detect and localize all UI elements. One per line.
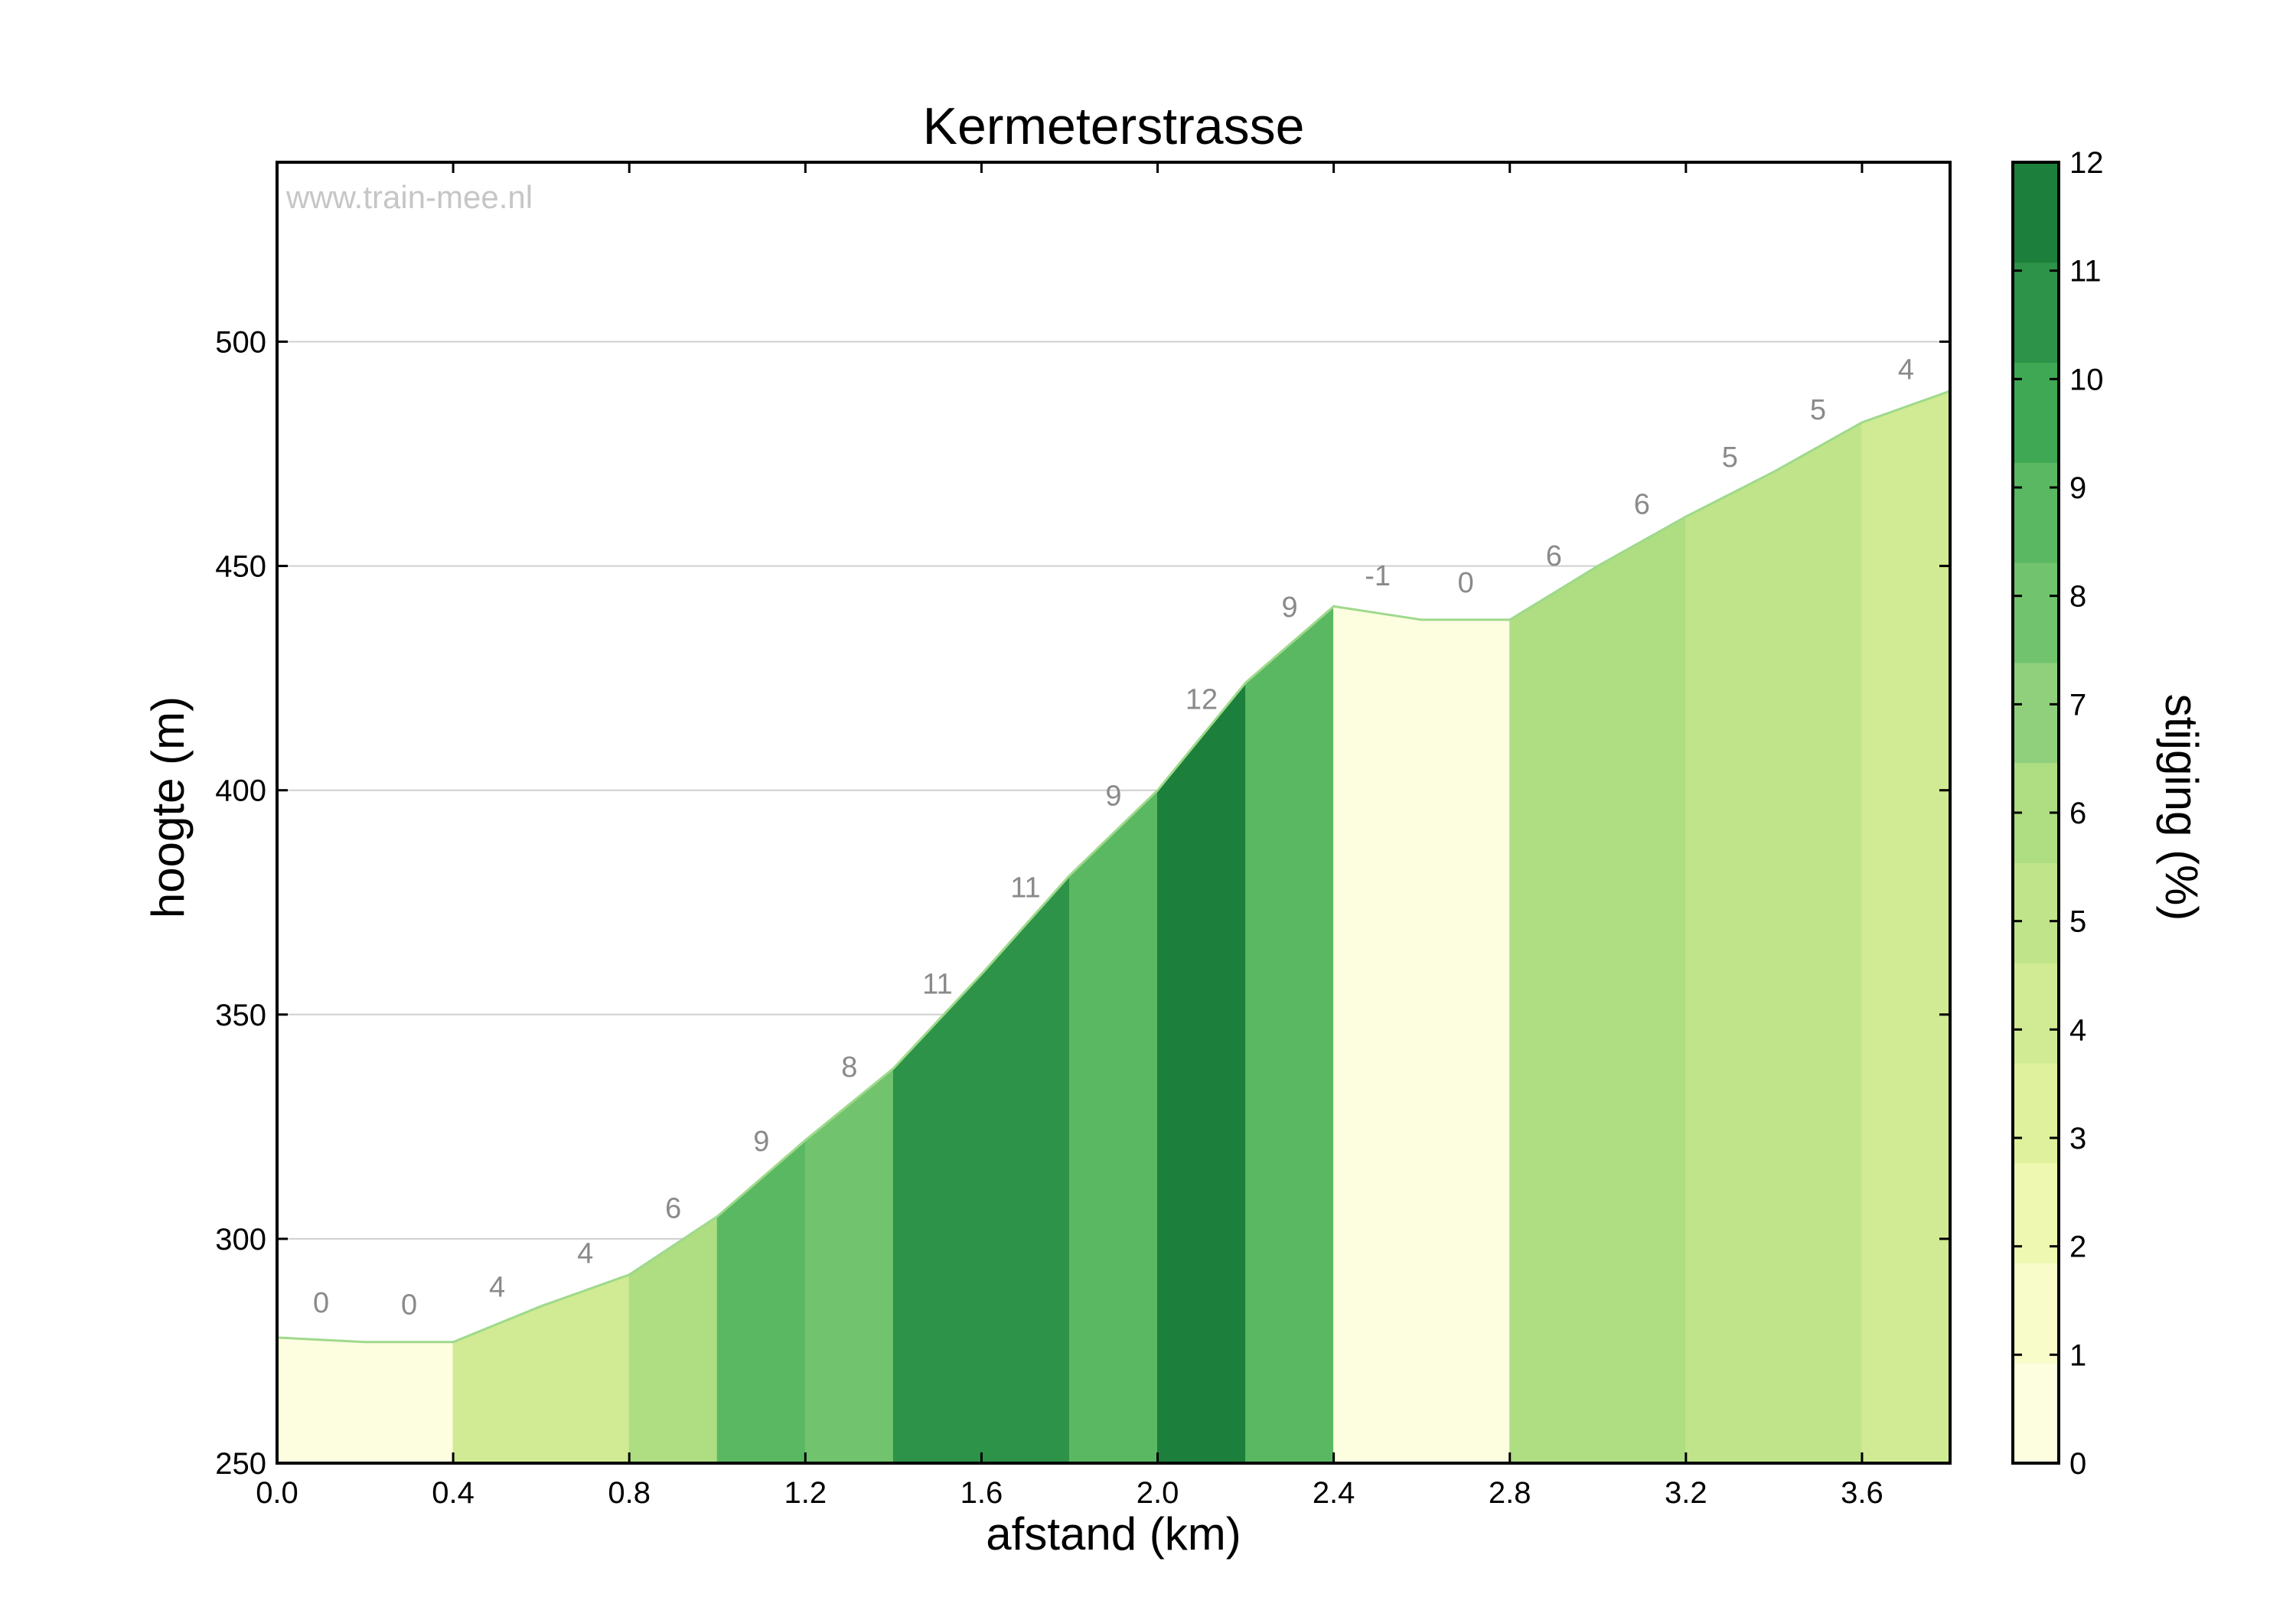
gradient-segment bbox=[1333, 605, 1423, 1464]
colorbar-tick-label: 7 bbox=[2069, 688, 2086, 722]
colorbar-tick-label: 6 bbox=[2069, 797, 2086, 830]
x-tick-label: 1.6 bbox=[960, 1476, 1003, 1510]
colorbar-tick-label: 10 bbox=[2069, 363, 2104, 396]
segment-gradient-label: 5 bbox=[1722, 442, 1738, 474]
chart-title: Kermeterstrasse bbox=[923, 97, 1305, 155]
gradient-segment bbox=[1509, 565, 1599, 1464]
gradient-segment bbox=[1597, 516, 1687, 1464]
segment-gradient-label: 0 bbox=[1458, 567, 1474, 599]
colorbar-band bbox=[2012, 362, 2060, 463]
colorbar-tick-label: 5 bbox=[2069, 905, 2086, 939]
x-tick-label: 3.2 bbox=[1665, 1476, 1707, 1510]
segment-gradient-label: 4 bbox=[577, 1237, 593, 1270]
segment-gradient-label: -1 bbox=[1365, 560, 1391, 592]
x-tick-label: 2.4 bbox=[1313, 1476, 1355, 1510]
gradient-segment bbox=[628, 1215, 718, 1464]
gradient-segment bbox=[540, 1274, 630, 1464]
colorbar-tick-label: 11 bbox=[2069, 255, 2102, 288]
colorbar-tick-label: 0 bbox=[2069, 1447, 2086, 1481]
segment-gradient-label: 9 bbox=[1282, 592, 1298, 624]
segment-gradient-label: 5 bbox=[1810, 394, 1826, 426]
gradient-segment bbox=[804, 1068, 894, 1464]
gradient-segment bbox=[1157, 681, 1247, 1464]
colorbar-tick-label: 2 bbox=[2069, 1231, 2086, 1264]
gradient-segment bbox=[1861, 390, 1951, 1464]
colorbar-band bbox=[2012, 1062, 2060, 1164]
gradient-segment bbox=[276, 1337, 366, 1464]
gradient-segment bbox=[892, 973, 982, 1464]
x-tick-label: 0.4 bbox=[432, 1476, 475, 1510]
colorbar-band bbox=[2012, 161, 2060, 263]
colorbar-band bbox=[2012, 262, 2060, 363]
gradient-segment bbox=[1685, 471, 1775, 1464]
y-tick-label: 450 bbox=[215, 550, 266, 584]
gradient-segment bbox=[1773, 422, 1863, 1464]
watermark: www.train-mee.nl bbox=[285, 179, 533, 215]
gradient-segment bbox=[1421, 619, 1511, 1464]
y-tick-label: 400 bbox=[215, 774, 266, 808]
plot-frame bbox=[276, 161, 1952, 1465]
y-tick-label: 250 bbox=[215, 1447, 266, 1481]
colorbar-band bbox=[2012, 1262, 2060, 1364]
colorbar-tick-label: 4 bbox=[2069, 1013, 2086, 1047]
y-tick-label: 350 bbox=[215, 999, 266, 1032]
x-tick-label: 0.0 bbox=[256, 1476, 298, 1510]
segment-gradient-label: 11 bbox=[1010, 872, 1040, 905]
colorbar-tick-label: 1 bbox=[2069, 1338, 2086, 1372]
gradient-segment bbox=[364, 1341, 454, 1464]
segment-gradient-label: 9 bbox=[753, 1126, 769, 1158]
gradient-segment bbox=[980, 874, 1070, 1464]
x-tick-label: 1.2 bbox=[784, 1476, 827, 1510]
x-tick-label: 3.6 bbox=[1841, 1476, 1883, 1510]
colorbar-band bbox=[2012, 962, 2060, 1064]
x-tick-label: 2.0 bbox=[1137, 1476, 1179, 1510]
colorbar-band bbox=[2012, 1362, 2060, 1464]
colorbar-band bbox=[2012, 662, 2060, 764]
colorbar-tick-label: 9 bbox=[2069, 471, 2086, 505]
segment-gradient-label: 6 bbox=[1634, 488, 1650, 520]
colorbar-tick-label: 8 bbox=[2069, 580, 2086, 614]
segment-gradient-label: 0 bbox=[401, 1289, 417, 1322]
y-axis-label: hoogte (m) bbox=[142, 696, 194, 918]
segment-gradient-label: 0 bbox=[313, 1287, 329, 1319]
gradient-segment bbox=[1068, 789, 1159, 1464]
x-tick-label: 2.8 bbox=[1489, 1476, 1531, 1510]
segment-gradient-label: 6 bbox=[665, 1193, 681, 1225]
gradient-segment bbox=[716, 1139, 806, 1464]
x-axis-label: afstand (km) bbox=[986, 1508, 1241, 1560]
colorbar-band bbox=[2012, 461, 2060, 563]
x-tick-label: 0.8 bbox=[608, 1476, 651, 1510]
segment-gradient-label: 4 bbox=[1898, 354, 1914, 386]
segment-gradient-label: 11 bbox=[922, 969, 952, 1001]
y-tick-label: 500 bbox=[215, 325, 266, 359]
elevation-line bbox=[276, 390, 1951, 1344]
gradient-segment bbox=[1245, 605, 1335, 1464]
segment-gradient-label: 9 bbox=[1105, 780, 1121, 812]
gradient-segment bbox=[452, 1305, 542, 1464]
colorbar-band bbox=[2012, 862, 2060, 963]
colorbar-tick-label: 12 bbox=[2069, 146, 2104, 180]
plot-area: 0 0 4 4 6 9 8 11 11 9 12 9 -1 0 6 6 5 5 4 www.train-mee.nl 0… bbox=[215, 161, 1952, 1510]
y-tick-label: 300 bbox=[215, 1223, 266, 1257]
segment-gradient-label: 6 bbox=[1546, 540, 1562, 572]
colorbar-tick-label: 3 bbox=[2069, 1122, 2086, 1156]
segment-gradient-label: 8 bbox=[841, 1051, 857, 1084]
colorbar-band bbox=[2012, 1162, 2060, 1263]
colorbar-label: stijging (%) bbox=[2156, 694, 2207, 921]
colorbar-band bbox=[2012, 562, 2060, 663]
segment-gradient-label: 4 bbox=[489, 1271, 505, 1303]
segment-gradient-label: 12 bbox=[1186, 683, 1218, 715]
